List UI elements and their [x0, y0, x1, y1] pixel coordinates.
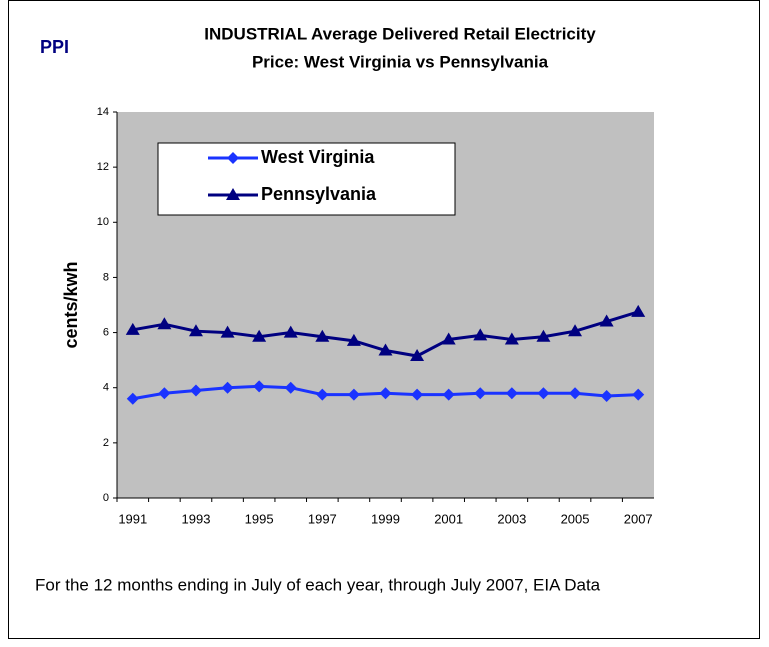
- y-tick-label: 4: [103, 382, 109, 394]
- x-tick-label: 2005: [561, 511, 590, 526]
- marker: [632, 388, 645, 401]
- marker: [568, 324, 583, 337]
- marker: [410, 349, 425, 362]
- marker: [252, 329, 267, 342]
- y-tick-label: 8: [103, 271, 109, 283]
- y-tick-label: 12: [97, 161, 109, 173]
- y-tick-label: 2: [103, 437, 109, 449]
- legend-label: Pennsylvania: [261, 184, 377, 204]
- x-tick-label: 1993: [182, 511, 211, 526]
- marker: [347, 388, 360, 401]
- x-tick-label: 2003: [497, 511, 526, 526]
- marker: [284, 381, 297, 394]
- chart-title: INDUSTRIAL Average Delivered Retail Elec…: [204, 24, 596, 43]
- marker: [378, 343, 393, 356]
- y-tick-label: 0: [103, 492, 109, 504]
- x-tick-label: 1995: [245, 511, 274, 526]
- marker: [411, 388, 424, 401]
- marker: [442, 388, 455, 401]
- x-tick-label: 2001: [434, 511, 463, 526]
- marker: [473, 328, 488, 341]
- marker: [600, 389, 613, 402]
- marker: [504, 332, 519, 345]
- y-tick-label: 10: [97, 216, 109, 228]
- marker: [316, 388, 329, 401]
- marker: [474, 387, 487, 400]
- marker: [315, 329, 330, 342]
- y-tick-label: 6: [103, 326, 109, 338]
- marker: [189, 384, 202, 397]
- marker: [346, 333, 361, 346]
- marker: [220, 325, 235, 338]
- marker: [537, 387, 550, 400]
- footnote: For the 12 months ending in July of each…: [35, 575, 601, 594]
- marker: [226, 188, 240, 200]
- marker: [379, 387, 392, 400]
- marker: [227, 152, 239, 164]
- legend-label: West Virginia: [261, 147, 375, 167]
- legend-box: [157, 142, 456, 216]
- marker: [188, 324, 203, 337]
- marker: [631, 304, 646, 317]
- x-tick-label: 1991: [118, 511, 147, 526]
- x-tick-label: 2007: [624, 511, 653, 526]
- y-tick-label: 14: [97, 106, 109, 118]
- x-tick-label: 1997: [308, 511, 337, 526]
- marker: [221, 381, 234, 394]
- marker: [158, 387, 171, 400]
- marker: [599, 314, 614, 327]
- marker: [126, 392, 139, 405]
- marker: [505, 387, 518, 400]
- x-tick-label: 1999: [371, 511, 400, 526]
- logo: PPI: [40, 37, 69, 57]
- marker: [157, 317, 172, 330]
- chart-title: Price: West Virginia vs Pennsylvania: [252, 52, 549, 71]
- y-axis-label: cents/kwh: [61, 261, 81, 348]
- marker: [536, 329, 551, 342]
- marker: [569, 387, 582, 400]
- marker: [125, 322, 140, 335]
- marker: [441, 332, 456, 345]
- marker: [283, 325, 298, 338]
- marker: [253, 380, 266, 393]
